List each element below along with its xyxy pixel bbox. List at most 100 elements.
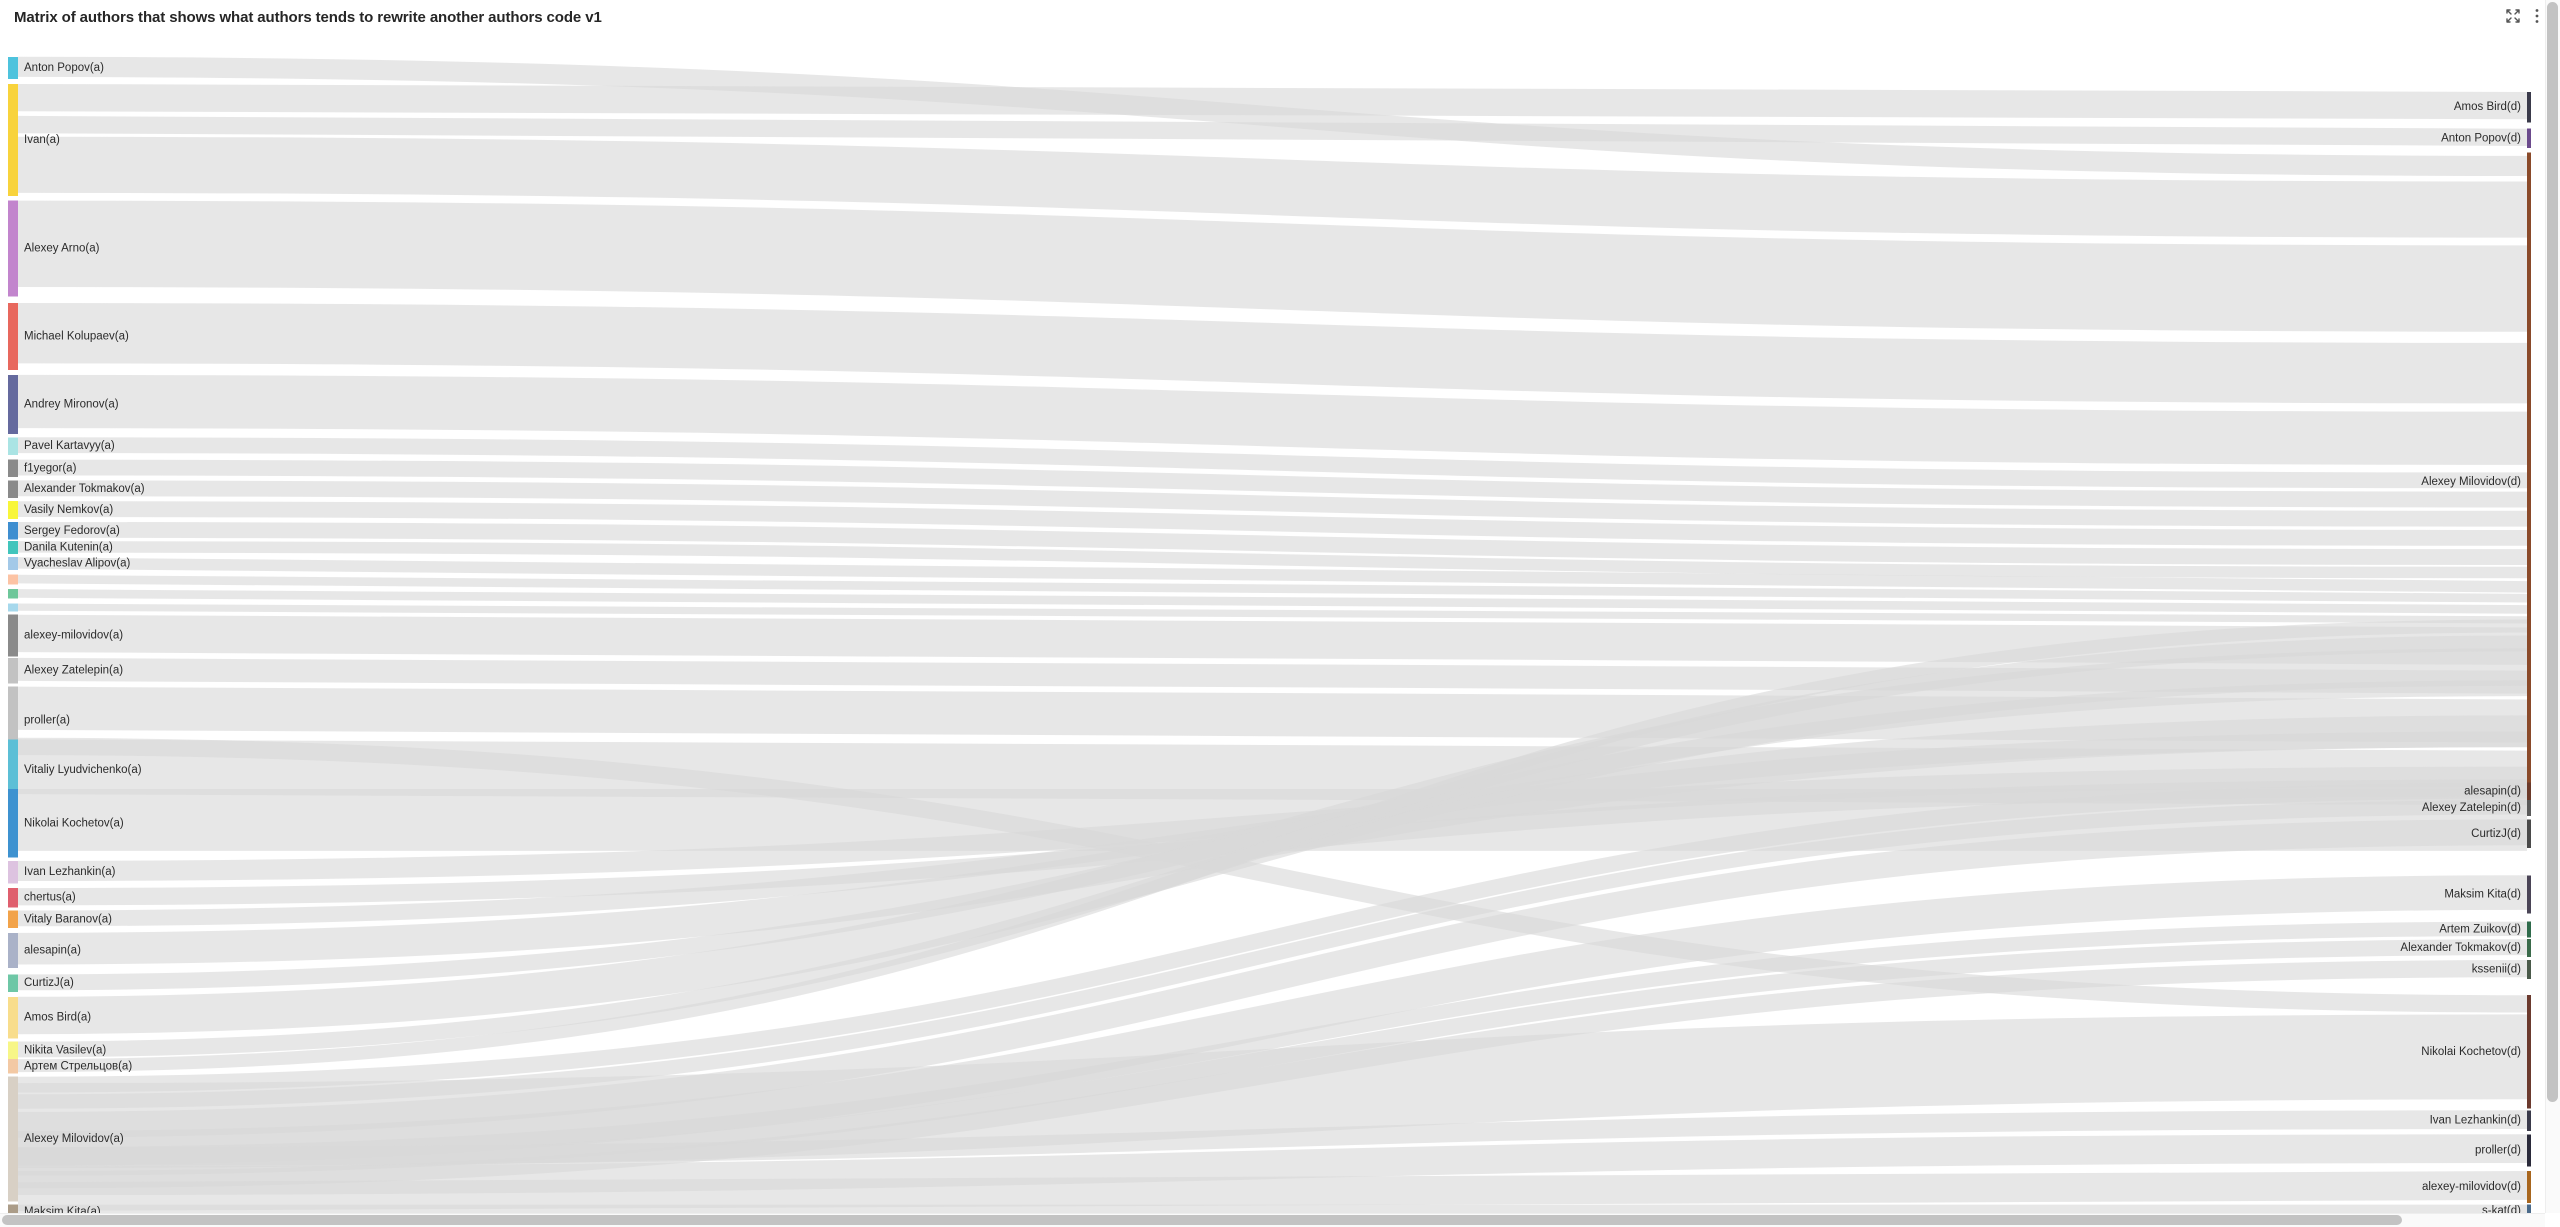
sankey-node-label-ivan-lezhankin-d: Ivan Lezhankin(d) [2430,1115,2522,1127]
sankey-link[interactable] [17,136,2528,238]
sankey-node-label-sergey-fedorov-a: Sergey Fedorov(a) [24,525,120,537]
sankey-node-curtizj-d[interactable] [2527,819,2531,849]
sankey-link[interactable] [17,480,2528,527]
sankey-link[interactable] [17,589,2528,614]
sankey-node-label-alexey-milovidov-l-d: alexey-milovidov(d) [2422,1181,2521,1193]
sankey-node-label-alexander-tokmakov-d: Alexander Tokmakov(d) [2400,942,2521,954]
horizontal-scrollbar-thumb[interactable] [2,1215,2402,1225]
expand-arrows-icon[interactable] [2502,5,2524,27]
sankey-link[interactable] [17,1110,2528,1166]
sankey-link[interactable] [17,302,2528,404]
sankey-node-unnamed-blue-a[interactable] [8,603,18,612]
sankey-node-maksim-kita-a[interactable] [8,1204,18,1220]
sankey-node-label-chertus-a: chertus(a) [24,892,76,904]
sankey-node-nikolai-kochetov-d[interactable] [2527,995,2531,1109]
sankey-link[interactable] [17,521,2528,565]
sankey-link[interactable] [17,437,2528,489]
sankey-node-danila-kutenin-a[interactable] [8,541,18,554]
sankey-node-label-andrey-mironov-a: Andrey Mironov(a) [24,399,119,411]
sankey-node-f1yegor-a[interactable] [8,459,18,478]
sankey-link[interactable] [17,115,2528,146]
sankey-link[interactable] [17,459,2528,508]
sankey-node-vasily-nemkov-a[interactable] [8,501,18,519]
sankey-node-alexander-tokmakov-d[interactable] [2527,939,2531,957]
sankey-link[interactable] [17,574,2528,603]
sankey-link[interactable] [17,557,2528,593]
sankey-node-ivan-lezhankin-d[interactable] [2527,1110,2531,1132]
sankey-node-artem-strelcov-a[interactable] [8,1059,18,1074]
sankey-link[interactable] [17,614,2528,665]
sankey-node-chertus-a[interactable] [8,888,18,908]
sankey-link[interactable] [17,619,2528,1073]
sankey-node-alexey-zatelepin-a[interactable] [8,657,18,684]
sankey-node-amos-bird-d[interactable] [2527,91,2531,123]
sankey-node-vitaliy-lyudvichenko-a[interactable] [8,739,18,801]
sankey-node-michael-kolupaev-a[interactable] [8,302,18,371]
sankey-node-artem-zuikov-d[interactable] [2527,921,2531,938]
sankey-node-unnamed-green-a[interactable] [8,589,18,599]
sankey-node-ivan-a[interactable] [8,83,18,196]
sankey-link[interactable] [17,200,2528,332]
sankey-node-vitaly-baranov-a[interactable] [8,910,18,929]
sankey-node-proller-d[interactable] [2527,1134,2531,1167]
sankey-link[interactable] [17,1014,2528,1169]
sankey-labels-layer: Anton Popov(a) Ivan(a) Alexey Arno(a) Micha… [24,62,2521,1218]
sankey-node-alexey-milovidov-l-d[interactable] [2527,1171,2531,1204]
vertical-scrollbar[interactable] [2545,0,2560,1213]
sankey-node-alexey-zatelepin-d[interactable] [2527,800,2531,817]
sankey-node-vyacheslav-alipov-a[interactable] [8,557,18,570]
sankey-node-amos-bird-a[interactable] [8,996,18,1039]
sankey-node-alesapin-d[interactable] [2527,782,2531,801]
sankey-node-anton-popov-d[interactable] [2527,128,2531,148]
sankey-node-label-alexey-milovidov-l-a: alexey-milovidov(a) [24,630,123,642]
sankey-node-alexander-tokmakov-a[interactable] [8,480,18,499]
sankey-link[interactable] [17,1171,2528,1212]
sankey-node-proller-a[interactable] [8,686,18,754]
sankey-node-alexey-milovidov-l-a[interactable] [8,614,18,657]
sankey-node-label-alexey-arno-a: Alexey Arno(a) [24,243,100,255]
sankey-node-label-alesapin-d: alesapin(d) [2464,785,2521,797]
sankey-node-alexey-milovidov-a[interactable] [8,1076,18,1202]
sankey-link[interactable] [17,56,2528,177]
sankey-node-anton-popov-a[interactable] [8,56,18,80]
sankey-node-ivan-lezhankin-a[interactable] [8,860,18,884]
sankey-node-kssenii-d[interactable] [2527,960,2531,980]
sankey-node-andrey-mironov-a[interactable] [8,374,18,435]
sankey-node-maksim-kita-d[interactable] [2527,875,2531,914]
sankey-node-label-kssenii-d: kssenii(d) [2472,964,2521,976]
kebab-menu-icon[interactable] [2526,5,2548,27]
sankey-node-nikolai-kochetov-a[interactable] [8,788,18,858]
sankey-link[interactable] [17,374,2528,465]
sankey-node-label-alexey-milovidov-d: Alexey Milovidov(d) [2421,476,2521,488]
sankey-link[interactable] [17,686,2528,743]
sankey-chart[interactable]: Anton Popov(a) Ivan(a) Alexey Arno(a) Micha… [0,28,2560,1227]
sankey-node-label-amos-bird-d: Amos Bird(d) [2454,101,2521,113]
sankey-node-sergey-fedorov-a[interactable] [8,521,18,540]
sankey-node-label-anton-popov-d: Anton Popov(d) [2441,132,2521,144]
sankey-node-label-alexey-milovidov-a: Alexey Milovidov(a) [24,1133,124,1145]
sankey-node-alexey-arno-a[interactable] [8,200,18,297]
sankey-node-label-danila-kutenin-a: Danila Kutenin(a) [24,542,113,554]
sankey-link[interactable] [17,603,2528,624]
sankey-node-label-nikolai-kochetov-a: Nikolai Kochetov(a) [24,817,124,829]
vertical-scrollbar-thumb[interactable] [2547,2,2558,1102]
sankey-node-label-artem-zuikov-d: Artem Zuikov(d) [2439,924,2521,936]
sankey-link[interactable] [17,501,2528,546]
sankey-node-alesapin-a[interactable] [8,932,18,969]
sankey-node-label-nikolai-kochetov-d: Nikolai Kochetov(d) [2421,1046,2521,1058]
sankey-link[interactable] [17,1134,2528,1196]
sankey-node-unnamed-peach-a[interactable] [8,574,18,585]
sankey-node-curtizj-a[interactable] [8,974,18,992]
sankey-link[interactable] [17,83,2528,120]
sankey-node-label-f1yegor-a: f1yegor(a) [24,462,77,474]
sankey-node-nikita-vasilev-a[interactable] [8,1041,18,1060]
sankey-link[interactable] [17,541,2528,579]
chart-header: Matrix of authors that shows what author… [0,0,2560,36]
sankey-node-alexey-milovidov-d[interactable] [2527,152,2531,812]
sankey-node-pavel-kartavyy-a[interactable] [8,437,18,455]
horizontal-scrollbar[interactable] [0,1213,2545,1227]
sankey-link[interactable] [17,782,2528,1093]
sankey-node-label-curtizj-d: CurtizJ(d) [2471,828,2521,840]
sankey-node-s-kat-d[interactable] [2527,1204,2531,1218]
